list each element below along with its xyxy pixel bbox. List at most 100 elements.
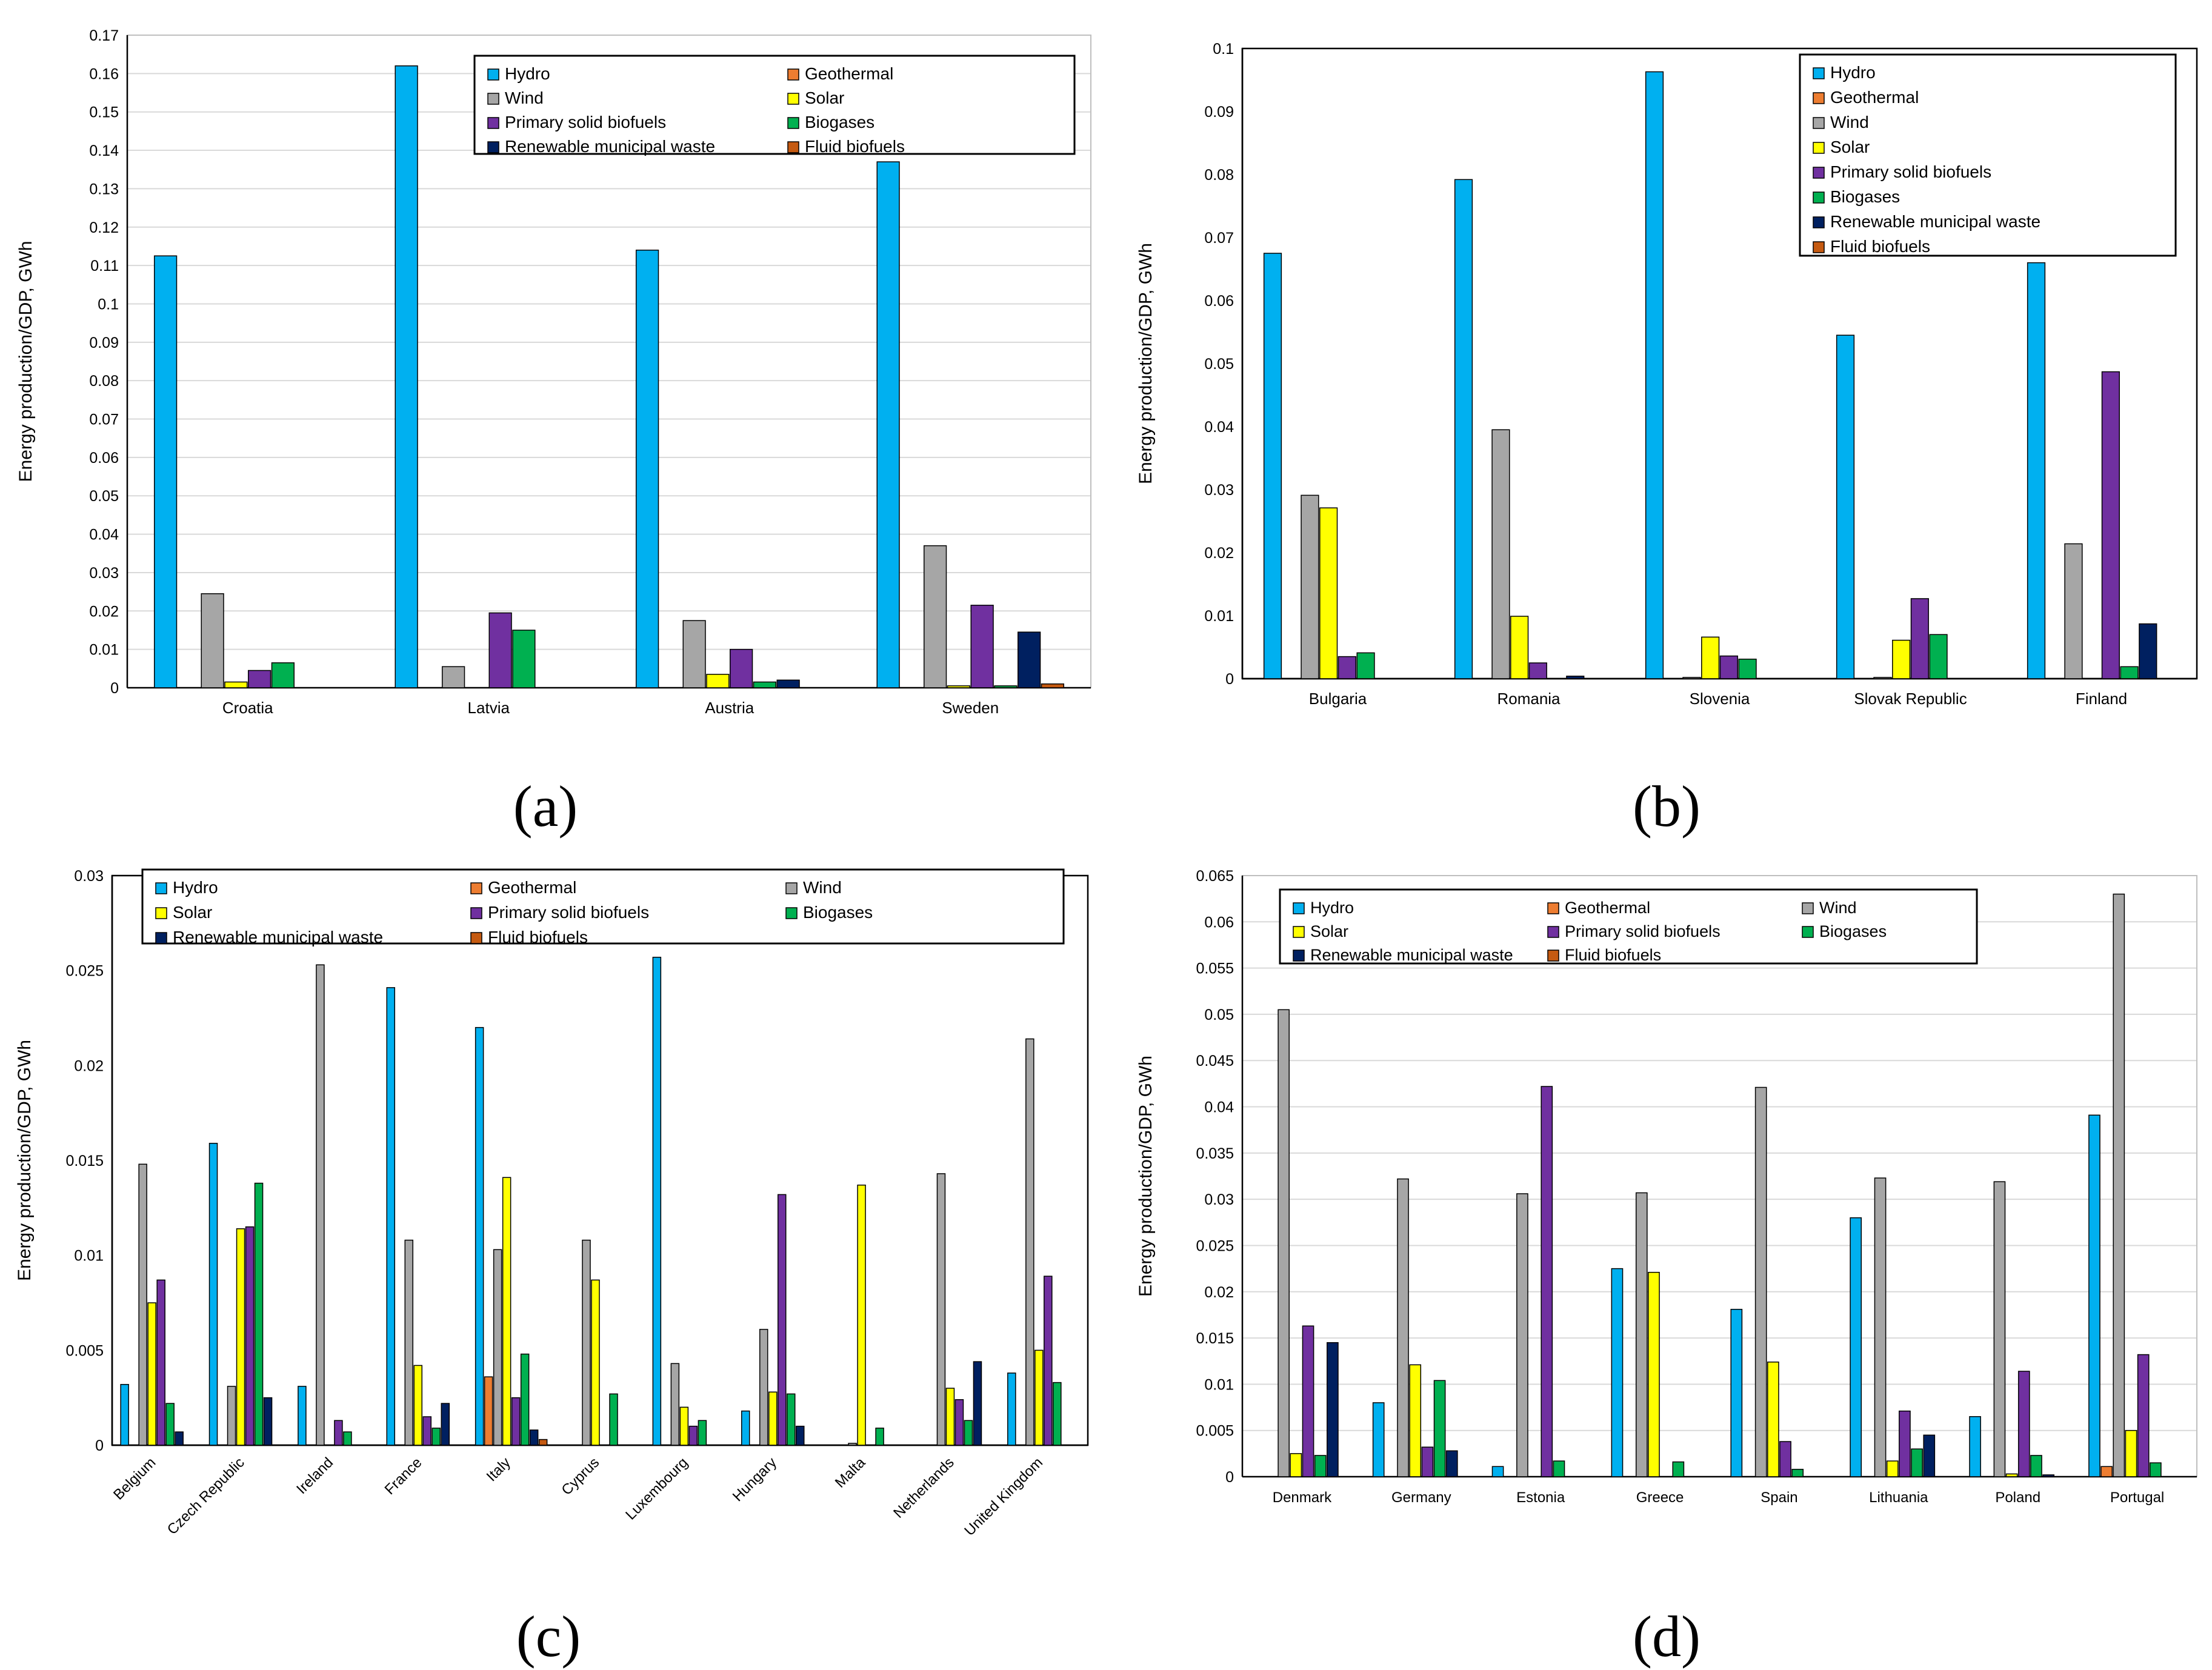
bar-hydro-belgium [120, 1383, 129, 1446]
bar-solar-spain [1767, 1362, 1779, 1477]
legend-label-fluid-biofuels: Fluid biofuels [1565, 946, 1661, 964]
legend-label-primary-solid-biofuels: Primary solid biofuels [488, 903, 649, 922]
bar-hydro-spain [1730, 1309, 1743, 1477]
legend-swatch-renewable-municipal-waste [1813, 216, 1825, 228]
y-tick-label: 0.005 [65, 1342, 104, 1359]
legend-swatch-biogases [785, 907, 798, 919]
bar-primary-solid-biofuels-germany [1421, 1446, 1434, 1477]
bar-primary-solid-biofuels-portugal [2137, 1354, 2150, 1477]
bar-biogases-hungary [786, 1393, 796, 1446]
bar-solar-austria [706, 674, 730, 688]
legend-label-geothermal: Geothermal [488, 878, 576, 897]
caption-b: (b) [1633, 774, 1701, 839]
y-tick-label: 0 [1225, 1469, 1234, 1486]
y-tick-label: 0.03 [1204, 482, 1234, 499]
y-tick-label: 0.05 [1204, 356, 1234, 373]
legend-label-solar: Solar [805, 88, 844, 107]
legend-swatch-solar [155, 907, 167, 919]
y-tick-label: 0.02 [74, 1057, 104, 1074]
bar-wind-malta [848, 1443, 857, 1446]
bar-wind-netherlands [936, 1173, 946, 1446]
bar-solar-belgium [147, 1302, 156, 1446]
bar-biogases-spain [1791, 1469, 1804, 1477]
legend-swatch-wind [785, 882, 798, 894]
bar-hydro-latvia [395, 65, 418, 688]
legend-label-primary-solid-biofuels: Primary solid biofuels [505, 113, 666, 131]
bar-primary-solid-biofuels-slovenia [1719, 655, 1738, 679]
x-tick-label: Slovak Republic [1854, 690, 1967, 708]
x-tick-label: Spain [1761, 1489, 1797, 1506]
legend-label-solar: Solar [1830, 138, 1870, 156]
x-tick-label: Ireland [293, 1454, 336, 1497]
bar-hydro-luxembourg [652, 956, 662, 1446]
x-tick-label: Portugal [2110, 1489, 2164, 1506]
bar-biogases-slovak-republic [1929, 634, 1948, 679]
bar-renewable-municipal-waste-poland [2042, 1474, 2054, 1477]
bar-hydro-germany [1372, 1402, 1385, 1477]
legend-swatch-fluid-biofuels [470, 932, 482, 944]
y-tick-label: 0.09 [1204, 104, 1234, 121]
legend-swatch-hydro [487, 68, 499, 81]
legend-label-wind: Wind [803, 878, 842, 897]
y-tick-label: 0.09 [89, 334, 119, 351]
y-tick-label: 0.05 [1204, 1006, 1234, 1023]
y-tick-label: 0.03 [89, 565, 119, 582]
bar-wind-france [404, 1239, 414, 1446]
bar-renewable-municipal-waste-austria [776, 679, 800, 688]
bar-solar-croatia [224, 681, 248, 688]
bar-wind-lithuania [1874, 1177, 1887, 1477]
legend-swatch-biogases [1802, 926, 1814, 938]
legend-label-renewable-municipal-waste: Renewable municipal waste [1310, 946, 1513, 964]
bar-solar-portugal [2125, 1429, 2137, 1477]
bar-wind-latvia [441, 666, 465, 688]
x-tick-label: Italy [484, 1454, 514, 1485]
bar-wind-austria [682, 620, 706, 688]
y-tick-label: 0.06 [1204, 914, 1234, 931]
legend-swatch-fluid-biofuels [1547, 950, 1559, 962]
bar-primary-solid-biofuels-finland [2101, 371, 2120, 679]
x-tick-label: Austria [705, 699, 754, 717]
bar-biogases-ireland [343, 1431, 352, 1446]
legend-label-geothermal: Geothermal [805, 64, 893, 83]
bar-wind-slovenia [1682, 677, 1701, 679]
legend-swatch-primary-solid-biofuels [1547, 926, 1559, 938]
legend-label-solar: Solar [173, 903, 212, 922]
legend-label-biogases: Biogases [1819, 922, 1887, 940]
legend-label-hydro: Hydro [173, 878, 218, 897]
bar-hydro-lithuania [1850, 1217, 1862, 1477]
bar-solar-cyprus [591, 1279, 600, 1446]
bar-biogases-italy [520, 1353, 530, 1446]
y-tick-label: 0.035 [1196, 1145, 1234, 1162]
legend-label-biogases: Biogases [1830, 187, 1900, 206]
y-tick-label: 0.02 [1204, 545, 1234, 562]
bar-hydro-france [386, 987, 396, 1446]
legend-swatch-hydro [1813, 67, 1825, 79]
legend-swatch-biogases [787, 117, 799, 129]
bar-solar-greece [1648, 1271, 1660, 1477]
legend-label-hydro: Hydro [505, 64, 550, 83]
bar-renewable-municipal-waste-italy [529, 1429, 539, 1446]
bar-hydro-romania [1454, 179, 1473, 679]
y-tick-label: 0 [1225, 671, 1234, 688]
x-tick-label: Finland [2076, 690, 2127, 708]
legend-swatch-hydro [1293, 902, 1305, 914]
y-tick-label: 0.17 [89, 27, 119, 44]
bar-wind-czech-republic [227, 1386, 236, 1446]
bar-hydro-bulgaria [1263, 253, 1282, 679]
bar-wind-bulgaria [1301, 494, 1319, 679]
bar-hydro-ireland [298, 1386, 307, 1446]
x-tick-label: Czech Republic [164, 1454, 248, 1538]
legend-label-renewable-municipal-waste: Renewable municipal waste [173, 928, 383, 946]
bar-wind-united-kingdom [1025, 1038, 1034, 1446]
legend-label-fluid-biofuels: Fluid biofuels [488, 928, 588, 946]
x-tick-label: Latvia [468, 699, 510, 717]
chart-d: 0 0.005 0.01 0.015 0.02 0.025 0.03 0.035 0.04 0.0… [1136, 868, 2197, 1506]
y-tick-label: 0.04 [1204, 419, 1234, 436]
bar-renewable-municipal-waste-lithuania [1923, 1434, 1936, 1477]
bar-biogases-netherlands [964, 1420, 973, 1446]
bar-solar-france [413, 1365, 423, 1446]
y-tick-label: 0.01 [89, 642, 119, 659]
bar-primary-solid-biofuels-sweden [970, 605, 994, 688]
legend-label-primary-solid-biofuels: Primary solid biofuels [1830, 162, 1991, 181]
legend-swatch-fluid-biofuels [787, 141, 799, 153]
